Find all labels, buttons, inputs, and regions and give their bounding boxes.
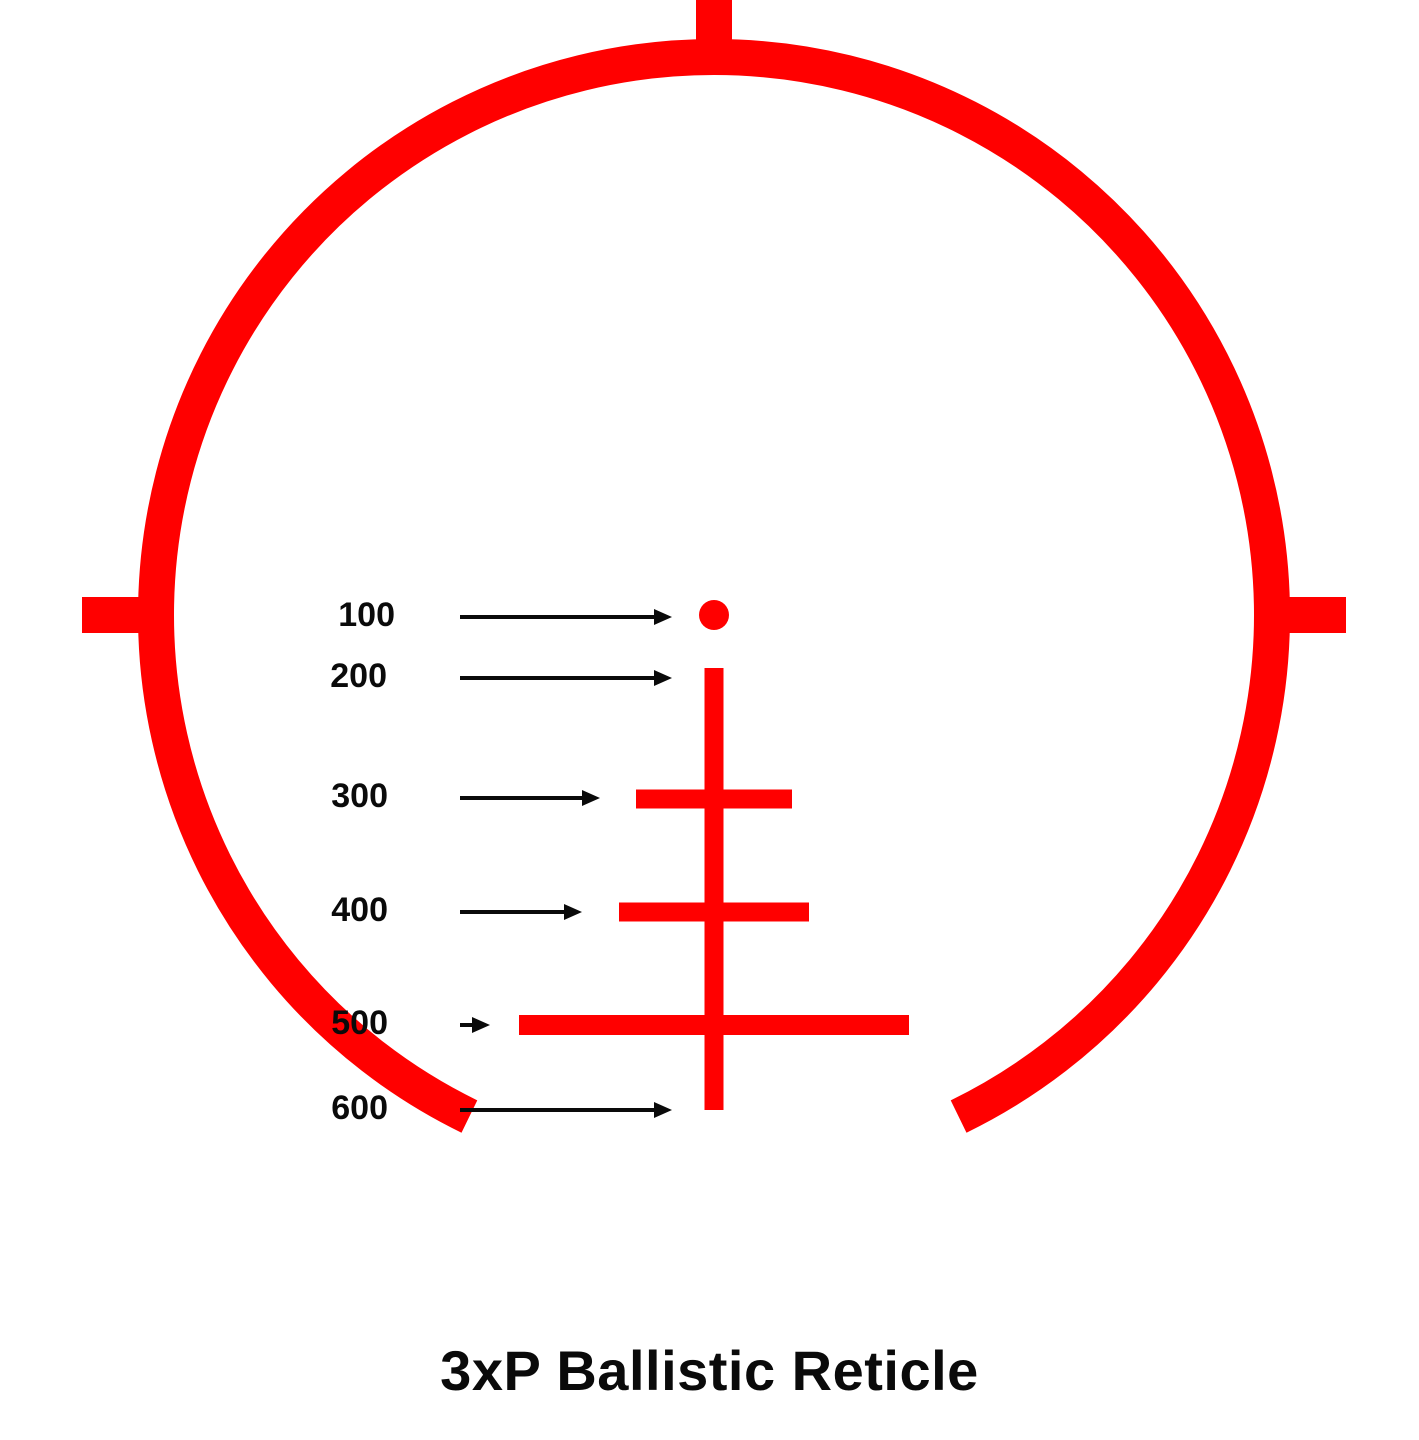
center-dot	[699, 600, 729, 630]
reticle-diagram: 100 200 300 400 500 600 3xP Ballistic Reticle	[0, 0, 1419, 1440]
caption: 3xP Ballistic Reticle	[0, 1338, 1419, 1403]
label-arrow-head	[472, 1017, 490, 1033]
distance-label: 400	[331, 891, 388, 929]
label-arrow-head	[654, 670, 672, 686]
label-arrow-head	[654, 1102, 672, 1118]
distance-label: 100	[338, 596, 395, 634]
distance-label: 500	[331, 1004, 388, 1042]
distance-label: 200	[330, 657, 387, 695]
distance-label: 600	[331, 1089, 388, 1127]
label-arrow-head	[564, 904, 582, 920]
reticle-svg: 100 200 300 400 500 600	[0, 0, 1419, 1440]
label-arrow-head	[582, 790, 600, 806]
label-arrow-head	[654, 609, 672, 625]
distance-label: 300	[331, 777, 388, 815]
